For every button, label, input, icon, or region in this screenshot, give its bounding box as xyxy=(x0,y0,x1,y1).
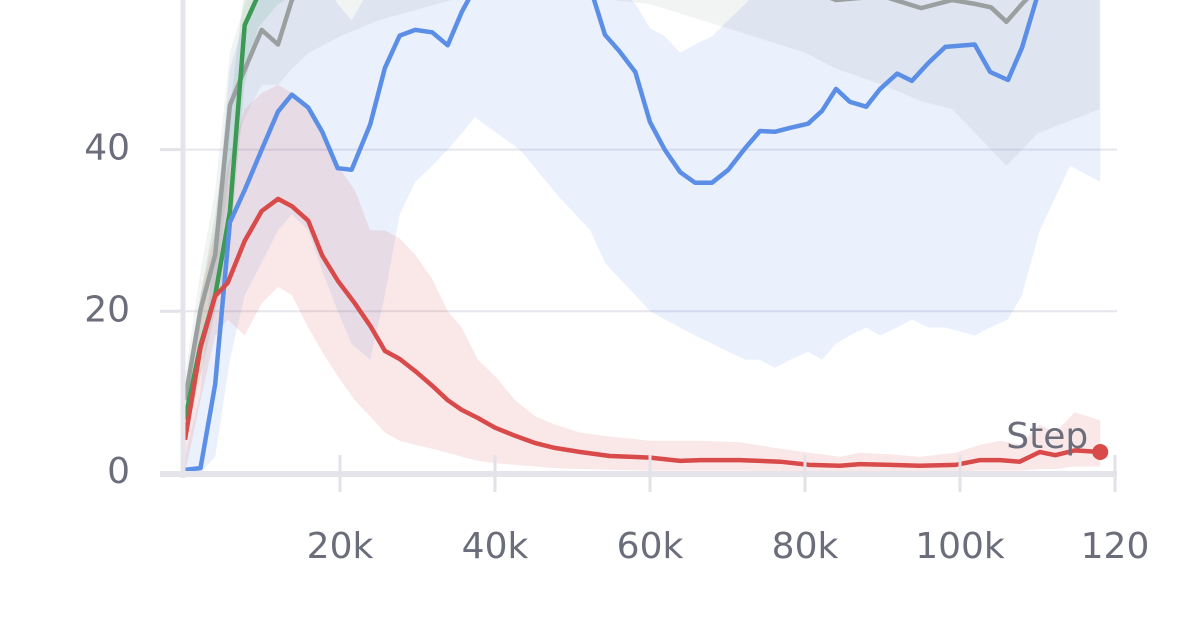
x-tick-label: 20k xyxy=(307,526,374,567)
confidence-band xyxy=(185,0,1101,473)
y-tick-label: 20 xyxy=(84,289,130,330)
x-tick-label: 40k xyxy=(462,526,529,567)
y-tick-label: 40 xyxy=(84,128,130,169)
plot-area xyxy=(183,0,1101,473)
confidence-band xyxy=(185,84,1101,473)
hover-point xyxy=(1092,443,1109,460)
x-tick-label: 80k xyxy=(772,526,839,567)
x-tick-label: 100k xyxy=(915,526,1005,567)
hover-label: Step xyxy=(1006,416,1088,457)
x-tick-label: 120 xyxy=(1081,526,1150,567)
y-tick-label: 60 xyxy=(84,0,130,7)
series-line xyxy=(183,196,1101,468)
x-tick-label: 60k xyxy=(617,526,684,567)
series-line xyxy=(184,0,1039,473)
y-tick-label: 0 xyxy=(107,451,130,492)
axes: 0 20 40 60 20k 40k 60k 80k 100k 120 Step xyxy=(84,0,1149,567)
confidence-band xyxy=(185,0,286,441)
